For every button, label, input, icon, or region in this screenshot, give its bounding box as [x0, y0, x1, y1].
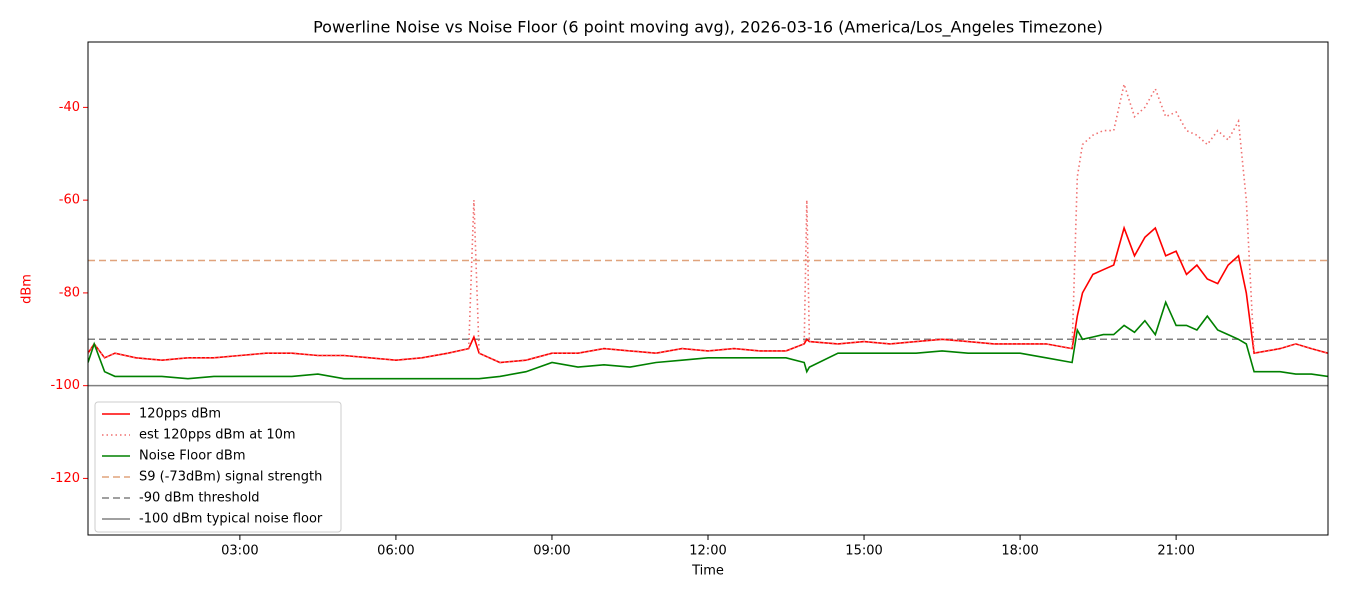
series-line: [88, 81, 1328, 364]
x-tick-label: 06:00: [377, 544, 414, 559]
x-axis-label: Time: [691, 564, 724, 579]
x-tick-label: 21:00: [1157, 544, 1194, 559]
series-line: [88, 299, 1328, 380]
y-tick-label: -100: [50, 378, 80, 393]
legend-label: est 120pps dBm at 10m: [139, 428, 296, 443]
x-tick-label: 15:00: [845, 544, 882, 559]
y-tick-label: -60: [59, 193, 80, 208]
legend-label: S9 (-73dBm) signal strength: [139, 470, 322, 485]
x-tick-label: 03:00: [221, 544, 258, 559]
x-tick-label: 12:00: [689, 544, 726, 559]
x-tick-label: 18:00: [1001, 544, 1038, 559]
legend-box: [94, 401, 342, 533]
legend-label: -90 dBm threshold: [139, 491, 260, 506]
series-line: [88, 225, 1328, 364]
y-tick-label: -80: [59, 285, 80, 300]
plot-frame: [87, 41, 1329, 536]
legend-label: -100 dBm typical noise floor: [139, 512, 323, 527]
y-tick-label: -120: [50, 471, 80, 486]
legend-label: 120pps dBm: [139, 407, 221, 422]
y-axis-label: dBm: [20, 274, 35, 304]
y-tick-label: -40: [59, 100, 80, 115]
x-tick-label: 09:00: [533, 544, 570, 559]
chart-title: Powerline Noise vs Noise Floor (6 point …: [313, 18, 1103, 38]
legend-label: Noise Floor dBm: [139, 449, 246, 464]
